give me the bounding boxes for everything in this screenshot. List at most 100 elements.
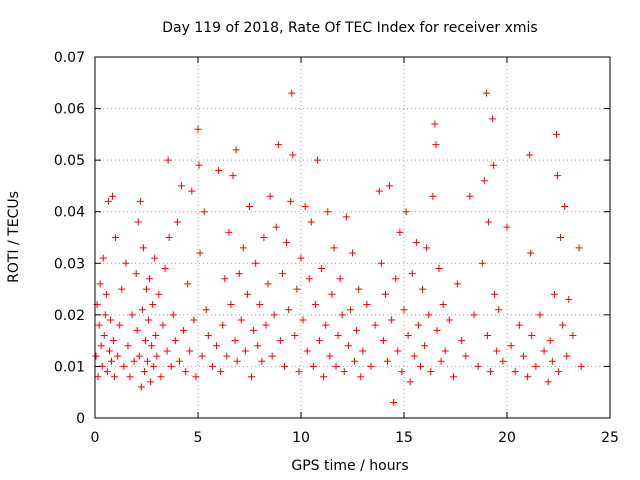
data-point-marker bbox=[250, 326, 258, 334]
data-point-marker bbox=[252, 259, 260, 267]
data-point-marker bbox=[326, 352, 334, 360]
data-point-marker bbox=[133, 326, 141, 334]
data-point-marker bbox=[402, 208, 410, 216]
data-point-marker bbox=[270, 311, 278, 319]
data-point-marker bbox=[536, 311, 544, 319]
data-point-marker bbox=[149, 301, 157, 309]
data-point-marker bbox=[146, 275, 154, 283]
data-point-marker bbox=[147, 378, 155, 386]
data-point-marker bbox=[563, 352, 571, 360]
data-point-marker bbox=[221, 275, 229, 283]
data-point-marker bbox=[114, 352, 122, 360]
data-point-marker bbox=[110, 337, 118, 345]
x-tick-label: 0 bbox=[91, 430, 100, 446]
data-point-marker bbox=[437, 357, 445, 365]
data-point-marker bbox=[141, 337, 149, 345]
data-point-marker bbox=[330, 244, 338, 252]
data-point-marker bbox=[148, 342, 156, 350]
data-point-marker bbox=[548, 357, 556, 365]
data-point-marker bbox=[377, 259, 385, 267]
data-point-marker bbox=[276, 337, 284, 345]
chart-title: Day 119 of 2018, Rate Of TEC Index for r… bbox=[162, 20, 537, 36]
data-point-marker bbox=[116, 321, 124, 329]
data-point-marker bbox=[303, 347, 311, 355]
data-point-marker bbox=[316, 337, 324, 345]
data-point-marker bbox=[483, 331, 491, 339]
data-point-marker bbox=[217, 368, 225, 376]
data-point-marker bbox=[445, 316, 453, 324]
data-point-marker bbox=[130, 357, 138, 365]
data-point-marker bbox=[109, 192, 117, 200]
data-point-marker bbox=[178, 182, 186, 190]
data-point-marker bbox=[441, 347, 449, 355]
data-point-marker bbox=[493, 347, 501, 355]
data-point-marker bbox=[195, 161, 203, 169]
data-point-marker bbox=[503, 223, 511, 231]
data-point-marker bbox=[328, 290, 336, 298]
data-point-marker bbox=[153, 352, 161, 360]
data-point-marker bbox=[145, 316, 153, 324]
data-point-marker bbox=[289, 151, 297, 159]
data-point-marker bbox=[96, 280, 104, 288]
y-tick-label: 0.05 bbox=[54, 153, 85, 169]
data-point-marker bbox=[157, 373, 165, 381]
data-point-marker bbox=[107, 357, 115, 365]
data-point-marker bbox=[305, 275, 313, 283]
data-point-marker bbox=[338, 311, 346, 319]
data-point-marker bbox=[375, 187, 383, 195]
plot-frame bbox=[94, 56, 611, 419]
data-point-marker bbox=[412, 239, 420, 247]
data-point-marker bbox=[546, 337, 554, 345]
data-point-marker bbox=[99, 254, 107, 262]
data-point-marker bbox=[466, 192, 474, 200]
data-point-marker bbox=[381, 290, 389, 298]
data-point-marker bbox=[134, 218, 142, 226]
data-point-marker bbox=[363, 301, 371, 309]
data-point-marker bbox=[301, 203, 309, 211]
data-point-marker bbox=[122, 259, 130, 267]
data-point-marker bbox=[515, 321, 523, 329]
data-point-marker bbox=[458, 337, 466, 345]
data-point-marker bbox=[408, 270, 416, 278]
data-point-marker bbox=[359, 347, 367, 355]
y-tick-label: 0.01 bbox=[54, 359, 85, 375]
data-point-marker bbox=[202, 306, 210, 314]
data-point-marker bbox=[307, 218, 315, 226]
data-points bbox=[92, 89, 585, 407]
data-point-marker bbox=[151, 254, 159, 262]
data-point-marker bbox=[186, 347, 194, 355]
data-point-marker bbox=[137, 383, 145, 391]
data-point-marker bbox=[163, 347, 171, 355]
data-point-marker bbox=[454, 280, 462, 288]
data-point-marker bbox=[439, 301, 447, 309]
data-point-marker bbox=[390, 399, 398, 407]
x-axis-label: GPS time / hours bbox=[291, 458, 408, 474]
axis-ticks: 0 0.01 0.02 0.03 0.04 0.05 0.06 0.07 0 5 10 15 20 25 bbox=[54, 50, 619, 446]
data-point-marker bbox=[528, 331, 536, 339]
data-point-marker bbox=[577, 362, 585, 370]
data-point-marker bbox=[507, 342, 515, 350]
data-point-marker bbox=[357, 373, 365, 381]
data-point-marker bbox=[540, 347, 548, 355]
data-point-marker bbox=[285, 306, 293, 314]
data-point-marker bbox=[229, 172, 237, 180]
data-point-marker bbox=[143, 285, 150, 293]
data-point-marker bbox=[324, 208, 332, 216]
data-point-marker bbox=[164, 156, 172, 164]
data-point-marker bbox=[97, 342, 105, 350]
x-tick-label: 25 bbox=[601, 430, 619, 446]
data-point-marker bbox=[105, 347, 113, 355]
data-point-marker bbox=[135, 352, 143, 360]
data-point-marker bbox=[416, 362, 424, 370]
data-point-marker bbox=[272, 223, 280, 231]
data-point-marker bbox=[435, 264, 443, 272]
data-point-marker bbox=[180, 326, 188, 334]
data-point-marker bbox=[246, 203, 253, 211]
data-point-marker bbox=[106, 316, 114, 324]
data-point-marker bbox=[404, 331, 412, 339]
data-point-marker bbox=[421, 342, 429, 350]
y-tick-label: 0.06 bbox=[54, 102, 85, 118]
data-point-marker bbox=[138, 306, 146, 314]
data-point-marker bbox=[227, 301, 235, 309]
data-point-marker bbox=[237, 316, 245, 324]
